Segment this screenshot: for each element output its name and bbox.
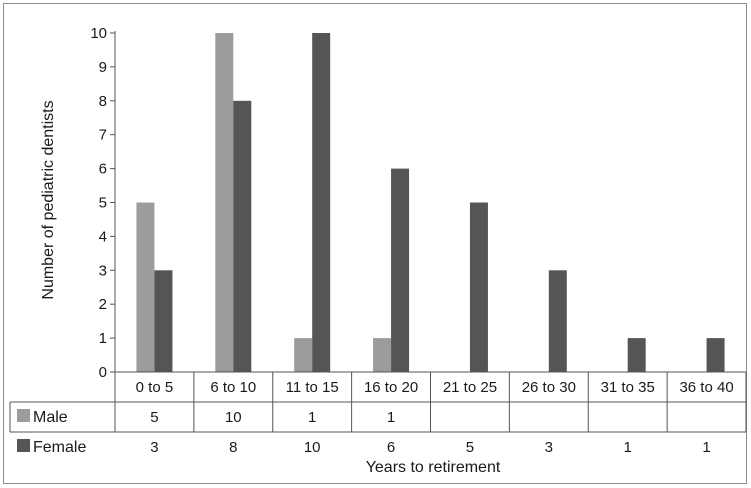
legend-label-male: Male <box>33 409 68 426</box>
bar-male-2 <box>294 338 313 372</box>
y-tick-label: 6 <box>99 161 107 178</box>
y-tick-label: 4 <box>99 228 107 245</box>
bar-female-5 <box>548 270 567 372</box>
x-tick-label: 6 to 10 <box>210 379 256 396</box>
data-label: 10 <box>225 409 242 426</box>
y-tick-label: 0 <box>99 364 107 381</box>
bars <box>136 33 725 373</box>
x-tick-label: 36 to 40 <box>679 379 733 396</box>
x-tick-label: 26 to 30 <box>522 379 576 396</box>
chart-frame <box>3 3 747 484</box>
y-tick-label: 3 <box>99 262 107 279</box>
data-label: 3 <box>150 439 158 456</box>
data-label: 5 <box>466 439 474 456</box>
legend-key-male <box>17 409 30 422</box>
y-tick-label: 8 <box>99 93 107 110</box>
data-label: 10 <box>304 439 321 456</box>
bar-female-2 <box>312 33 331 372</box>
x-tick-label: 11 to 15 <box>286 379 339 396</box>
bar-male-0 <box>136 202 155 372</box>
bar-female-4 <box>469 202 488 372</box>
bar-female-3 <box>391 168 410 372</box>
x-tick-label: 0 to 5 <box>136 379 174 396</box>
y-tick-label: 9 <box>99 59 107 76</box>
x-tick-label: 16 to 20 <box>364 379 418 396</box>
x-tick-label: 21 to 25 <box>443 379 497 396</box>
data-label: 5 <box>150 409 158 426</box>
bar-female-7 <box>706 338 725 372</box>
y-tick-label: 2 <box>99 296 107 313</box>
data-label: 1 <box>308 409 316 426</box>
data-table: 0 to 5 6 to 10 11 to 15 16 to 20 21 to 25 26 … <box>9 371 747 456</box>
x-tick-label: 31 to 35 <box>601 379 655 396</box>
y-tick-label: 1 <box>99 330 107 347</box>
data-label: 6 <box>387 439 395 456</box>
data-label: 8 <box>229 439 237 456</box>
y-tick-label: 10 <box>90 25 107 42</box>
bar-female-1 <box>233 100 252 373</box>
bar-male-1 <box>215 33 234 372</box>
y-tick-label: 5 <box>99 195 107 212</box>
legend-key-female <box>17 439 30 452</box>
data-label: 1 <box>387 409 395 426</box>
x-axis-label: Years to retirement <box>366 459 501 476</box>
data-label: 1 <box>702 439 710 456</box>
data-label: 3 <box>545 439 553 456</box>
bar-male-3 <box>373 338 392 372</box>
data-label: 1 <box>624 439 632 456</box>
y-tick-label: 7 <box>99 127 107 144</box>
bar-female-6 <box>627 338 646 372</box>
axes: 0 1 2 3 4 5 6 7 8 9 10 <box>90 25 116 381</box>
bar-female-0 <box>154 270 173 372</box>
legend-label-female: Female <box>33 439 86 456</box>
y-axis-label: Number of pediatric dentists <box>40 100 57 299</box>
